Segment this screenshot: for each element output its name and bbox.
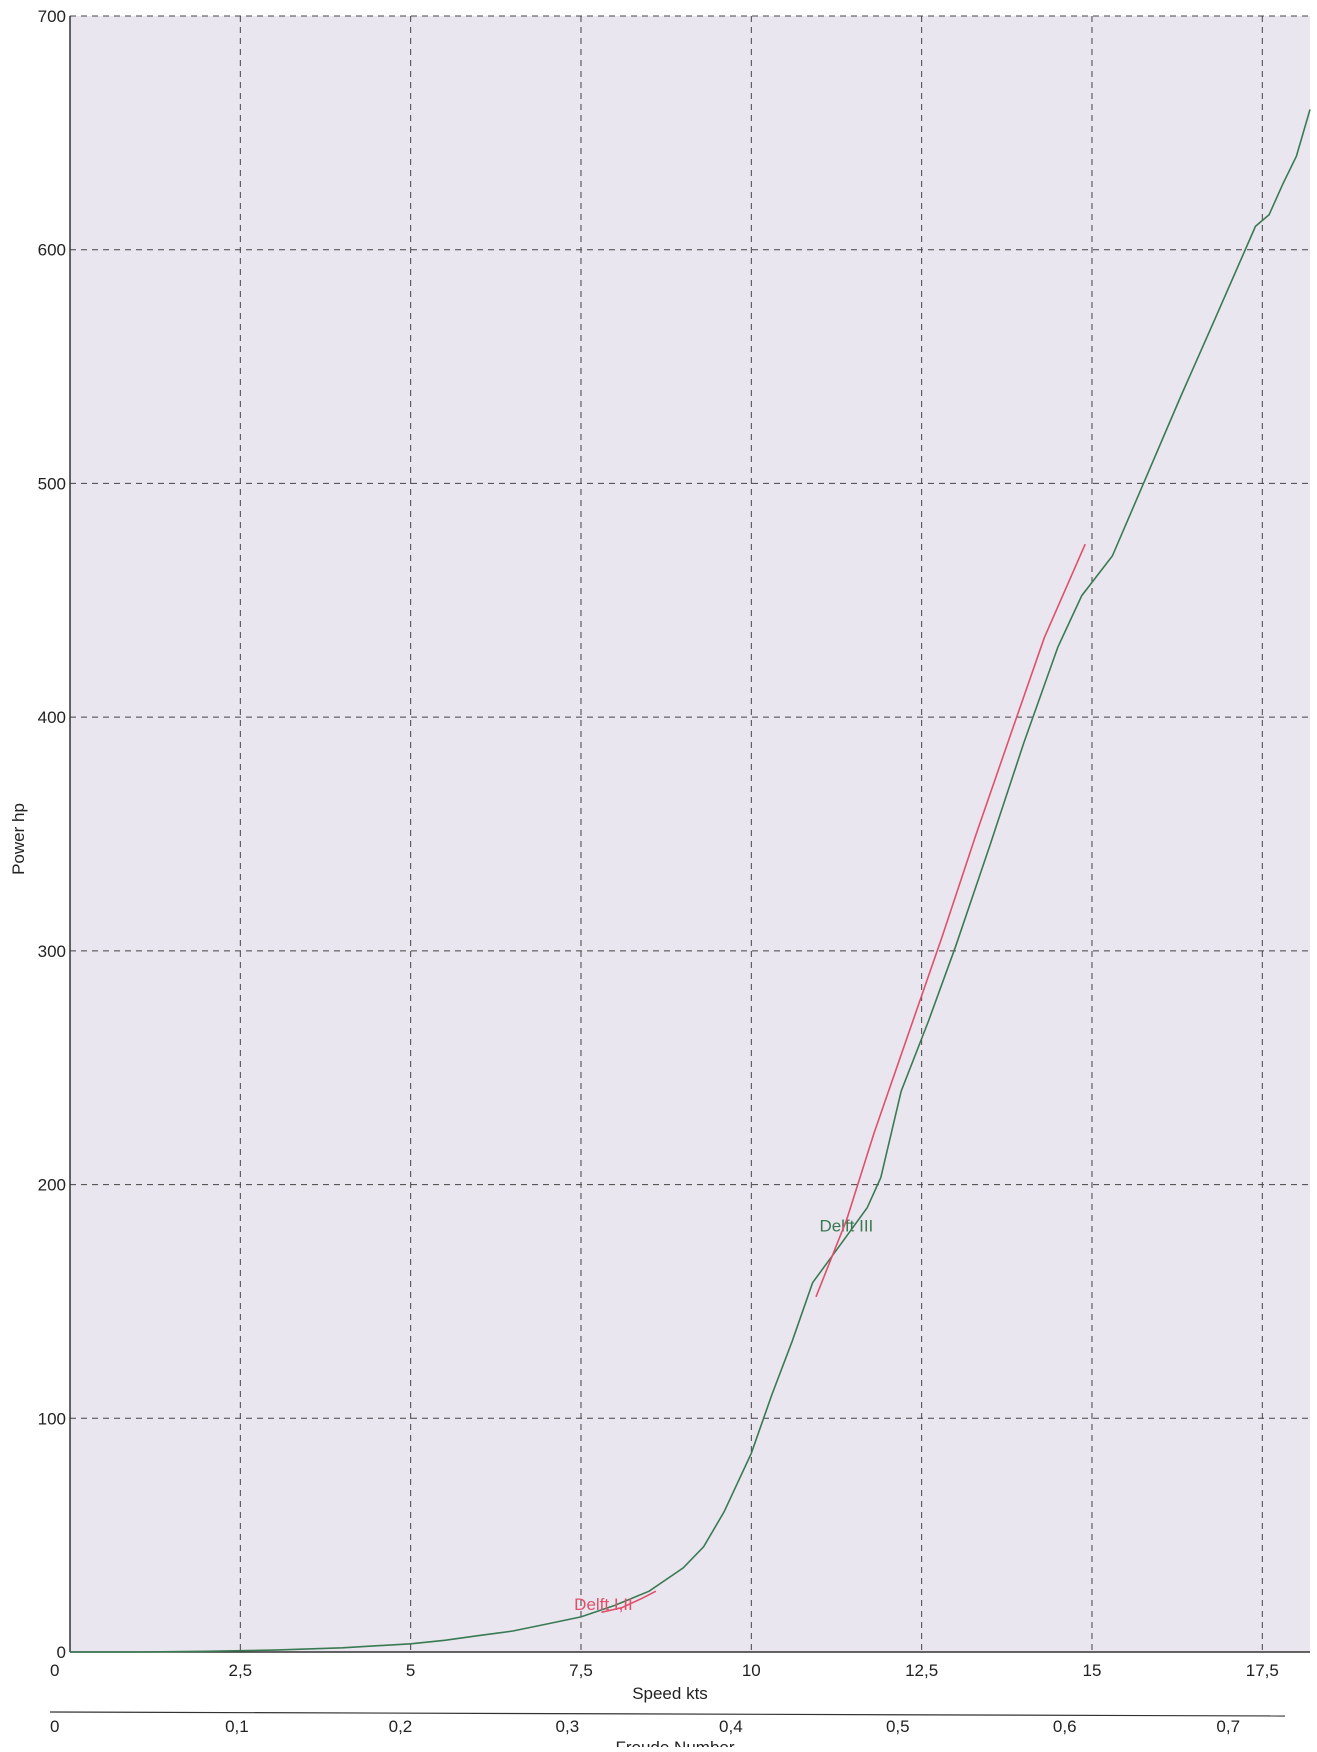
y-axis-title: Power hp bbox=[9, 803, 28, 875]
x-tick-label: 2,5 bbox=[229, 1661, 253, 1680]
x-tick-label: 7,5 bbox=[569, 1661, 593, 1680]
y-tick-label: 600 bbox=[38, 241, 66, 260]
froude-tick-label: 0,4 bbox=[719, 1717, 743, 1736]
froude-axis-title: Froude Number bbox=[615, 1738, 734, 1747]
y-tick-label: 0 bbox=[57, 1643, 66, 1662]
series-line-delft-i-ii bbox=[601, 1590, 657, 1614]
froude-axis-line bbox=[49, 1711, 1286, 1717]
froude-tick-label: 0,5 bbox=[886, 1717, 910, 1736]
x-axis-title: Speed kts bbox=[632, 1684, 708, 1703]
series-line-delft-i-ii bbox=[815, 543, 1086, 1298]
y-tick-label: 500 bbox=[38, 474, 66, 493]
x-tick-label: 15 bbox=[1083, 1661, 1102, 1680]
y-tick-label: 200 bbox=[38, 1176, 66, 1195]
plot-background bbox=[70, 16, 1310, 1652]
froude-tick-label: 0,3 bbox=[556, 1717, 580, 1736]
series-label: Delft I,II bbox=[574, 1595, 633, 1614]
x-tick-label: 12,5 bbox=[905, 1661, 938, 1680]
y-tick-label: 300 bbox=[38, 942, 66, 961]
x-tick-label: 17,5 bbox=[1246, 1661, 1279, 1680]
froude-tick-label: 0,6 bbox=[1053, 1717, 1077, 1736]
y-tick-label: 700 bbox=[38, 7, 66, 26]
series-label: Delft III bbox=[819, 1216, 873, 1235]
froude-tick-label: 0,1 bbox=[225, 1717, 249, 1736]
y-tick-label: 400 bbox=[38, 708, 66, 727]
x-tick-label: 5 bbox=[406, 1661, 415, 1680]
x-tick-label: 0 bbox=[50, 1661, 59, 1680]
x-tick-label: 10 bbox=[742, 1661, 761, 1680]
y-tick-label: 100 bbox=[38, 1409, 66, 1428]
froude-tick-label: 0 bbox=[50, 1717, 59, 1736]
froude-tick-label: 0,2 bbox=[389, 1717, 413, 1736]
froude-tick-label: 0,7 bbox=[1216, 1717, 1240, 1736]
series-line-delft-iii bbox=[70, 109, 1311, 1653]
